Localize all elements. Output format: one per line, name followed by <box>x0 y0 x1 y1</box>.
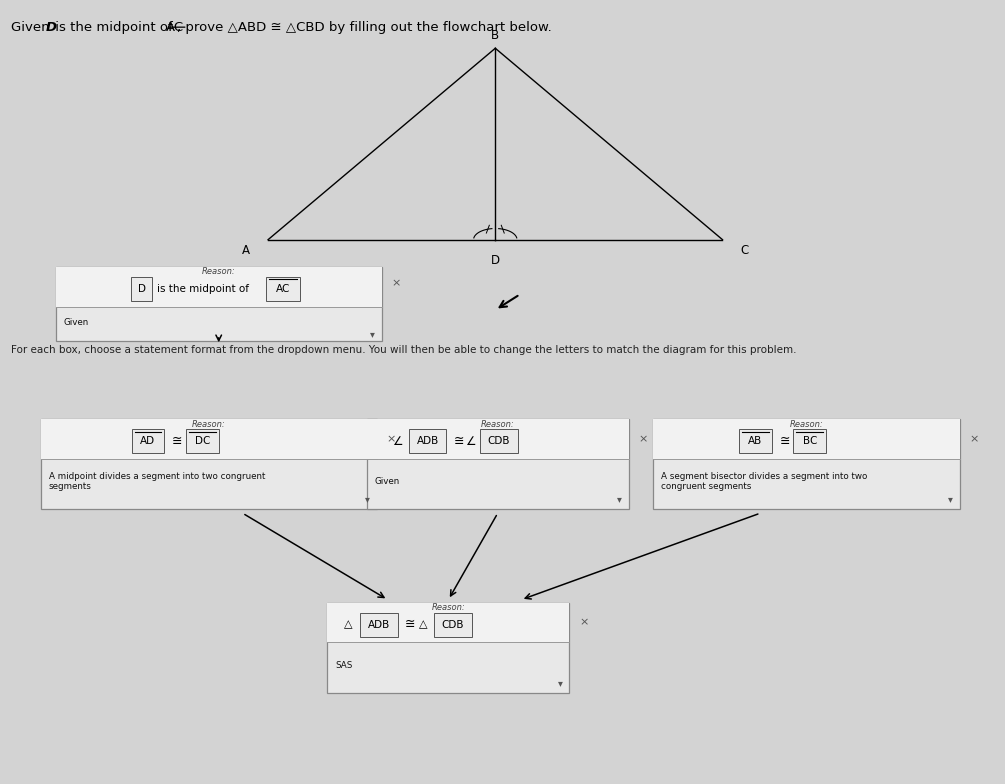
Text: Reason:: Reason: <box>192 419 226 429</box>
FancyBboxPatch shape <box>653 419 960 459</box>
Text: ≅: ≅ <box>780 434 790 448</box>
Text: △: △ <box>345 619 353 630</box>
Text: BC: BC <box>803 436 817 446</box>
Text: B: B <box>491 29 499 42</box>
FancyBboxPatch shape <box>41 419 377 509</box>
FancyBboxPatch shape <box>55 267 382 341</box>
Text: Reason:: Reason: <box>202 267 235 276</box>
FancyBboxPatch shape <box>793 429 826 453</box>
Text: ×: × <box>392 278 401 289</box>
Text: A segment bisector divides a segment into two
congruent segments: A segment bisector divides a segment int… <box>661 472 867 492</box>
Text: D: D <box>490 254 499 267</box>
Text: AC: AC <box>275 284 290 294</box>
Text: ×: × <box>638 434 648 444</box>
Text: Given: Given <box>11 21 54 34</box>
Text: ≅: ≅ <box>172 434 183 448</box>
Text: DC: DC <box>195 436 210 446</box>
Text: ▾: ▾ <box>558 677 563 688</box>
FancyBboxPatch shape <box>480 429 518 453</box>
Text: D: D <box>45 21 56 34</box>
Text: Given: Given <box>63 318 88 327</box>
FancyBboxPatch shape <box>367 419 629 459</box>
FancyBboxPatch shape <box>360 613 398 637</box>
Text: For each box, choose a statement format from the dropdown menu. You will then be: For each box, choose a statement format … <box>11 345 797 355</box>
Text: ≅: ≅ <box>453 434 464 448</box>
FancyBboxPatch shape <box>41 419 377 459</box>
Text: D: D <box>138 284 146 294</box>
Text: ▾: ▾ <box>948 494 953 504</box>
Text: AC: AC <box>166 21 184 34</box>
Text: CDB: CDB <box>442 619 464 630</box>
Text: ×: × <box>387 434 396 444</box>
Text: C: C <box>741 244 749 256</box>
Text: AD: AD <box>141 436 156 446</box>
Text: Reason:: Reason: <box>480 419 515 429</box>
Text: A: A <box>242 244 250 256</box>
Text: ▾: ▾ <box>370 329 375 339</box>
FancyBboxPatch shape <box>739 429 772 453</box>
FancyBboxPatch shape <box>266 277 299 301</box>
Text: ADB: ADB <box>368 619 390 630</box>
FancyBboxPatch shape <box>131 277 153 301</box>
Text: SAS: SAS <box>336 661 353 670</box>
Text: ▾: ▾ <box>365 494 370 504</box>
Text: AB: AB <box>749 436 763 446</box>
Text: ∠: ∠ <box>393 434 404 448</box>
Text: ≅: ≅ <box>405 618 415 631</box>
FancyBboxPatch shape <box>367 419 629 509</box>
FancyBboxPatch shape <box>653 419 960 509</box>
Text: △: △ <box>419 619 428 630</box>
Text: is the midpoint of: is the midpoint of <box>158 284 249 294</box>
Text: ADB: ADB <box>416 436 439 446</box>
Text: Given: Given <box>375 477 400 486</box>
Text: CDB: CDB <box>487 436 510 446</box>
Text: ∠: ∠ <box>466 434 476 448</box>
Text: is the midpoint of: is the midpoint of <box>51 21 177 34</box>
Text: Reason:: Reason: <box>790 419 823 429</box>
Text: ×: × <box>579 618 589 628</box>
FancyBboxPatch shape <box>409 429 446 453</box>
Text: ▾: ▾ <box>617 494 622 504</box>
Text: Reason:: Reason: <box>431 603 465 612</box>
FancyBboxPatch shape <box>328 603 570 693</box>
FancyBboxPatch shape <box>328 603 570 642</box>
Text: , prove △ABD ≅ △CBD by filling out the flowchart below.: , prove △ABD ≅ △CBD by filling out the f… <box>178 21 552 34</box>
FancyBboxPatch shape <box>55 267 382 307</box>
FancyBboxPatch shape <box>186 429 218 453</box>
Text: ×: × <box>970 434 979 444</box>
Text: A midpoint divides a segment into two congruent
segments: A midpoint divides a segment into two co… <box>49 472 265 492</box>
FancyBboxPatch shape <box>434 613 471 637</box>
FancyBboxPatch shape <box>132 429 164 453</box>
